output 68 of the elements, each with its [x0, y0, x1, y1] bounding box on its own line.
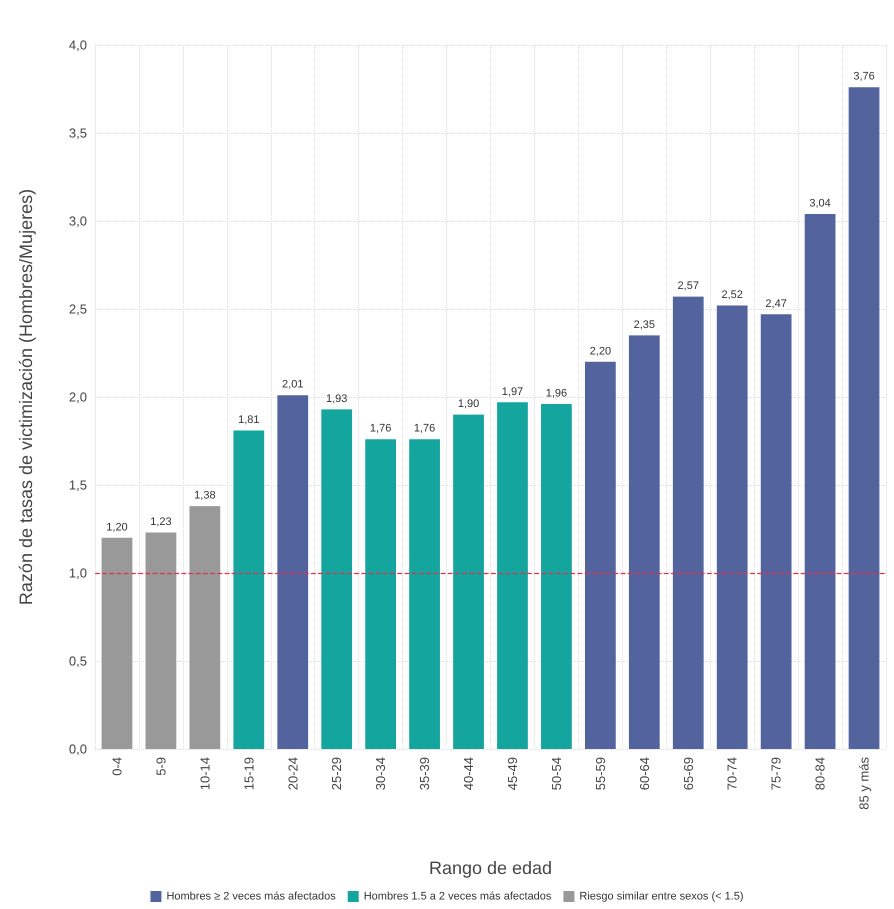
x-tick-label: 55-59: [592, 757, 608, 790]
x-tick-label: 0-4: [109, 757, 124, 776]
data-label: 1,97: [502, 386, 524, 398]
bar: [541, 404, 572, 749]
y-tick-label: 0,5: [68, 654, 87, 668]
x-tick-label: 20-24: [285, 757, 300, 790]
bar: [102, 538, 132, 749]
bar: [584, 362, 616, 749]
x-tick-label: 15-19: [241, 757, 256, 790]
bar: [365, 439, 396, 749]
bar: [409, 439, 440, 749]
x-tick-label: 70-74: [724, 757, 740, 790]
bar: [146, 532, 176, 749]
data-label: 2,57: [678, 280, 699, 292]
x-tick-label: 85 y más: [856, 756, 872, 810]
data-label: 3,76: [853, 70, 875, 83]
data-label: 2,52: [721, 288, 743, 301]
bar: [760, 314, 792, 749]
y-tick-label: 3,0: [68, 214, 87, 228]
bar: [233, 430, 264, 749]
x-axis-title: Rango de edad: [428, 858, 552, 878]
data-label: 1,20: [106, 521, 128, 534]
y-tick-label: 0,0: [68, 742, 87, 756]
data-label: 2,35: [634, 318, 656, 331]
data-label: 1,81: [238, 414, 260, 426]
bar: [716, 305, 748, 749]
data-label: 2,20: [590, 345, 612, 358]
y-axis-title: Razón de tasas de victimización (Hombres/Mujeres): [16, 188, 36, 606]
x-tick-label: 35-39: [417, 757, 432, 790]
x-tick-label: 60-64: [636, 757, 652, 790]
legend-label: Riesgo similar entre sexos (< 1.5): [579, 890, 744, 902]
x-tick-label: 45-49: [504, 757, 520, 790]
x-tick-label: 5-9: [153, 757, 168, 776]
x-tick-label: 25-29: [329, 757, 344, 790]
y-tick-label: 1,5: [68, 478, 87, 492]
y-tick-label: 4,0: [68, 38, 87, 52]
bar: [277, 395, 308, 749]
y-tick-label: 2,5: [68, 302, 87, 316]
bar: [453, 414, 484, 749]
bar: [804, 214, 836, 749]
data-label: 1,23: [150, 516, 172, 528]
x-tick-label: 30-34: [373, 757, 388, 790]
y-tick-label: 2,0: [68, 390, 87, 404]
data-label: 1,90: [458, 398, 480, 410]
data-label: 1,38: [194, 490, 216, 502]
x-tick-label: 10-14: [197, 757, 212, 790]
data-label: 2,47: [765, 298, 787, 310]
data-label: 2,01: [282, 378, 304, 391]
y-tick-label: 1,0: [68, 566, 87, 580]
data-label: 1,76: [414, 422, 436, 435]
data-label: 1,93: [326, 392, 348, 405]
bar: [628, 335, 660, 749]
x-tick-label: 40-44: [461, 757, 476, 790]
y-tick-label: 3,5: [68, 126, 87, 140]
data-label: 1,76: [370, 422, 392, 435]
legend-label: Hombres 1.5 a 2 veces más afectados: [364, 890, 552, 902]
x-tick-label: 65-69: [680, 757, 696, 790]
data-label: 1,96: [546, 388, 568, 400]
x-tick-label: 75-79: [768, 757, 784, 790]
x-tick-label: 80-84: [812, 757, 828, 790]
legend-label: Hombres ≥ 2 veces más afectados: [166, 890, 336, 902]
bar: [497, 402, 528, 749]
bar: [672, 296, 704, 749]
bar: [189, 506, 220, 749]
x-tick-label: 50-54: [548, 757, 564, 790]
data-label: 3,04: [809, 197, 831, 210]
bar: [848, 87, 880, 749]
bar: [321, 409, 352, 749]
